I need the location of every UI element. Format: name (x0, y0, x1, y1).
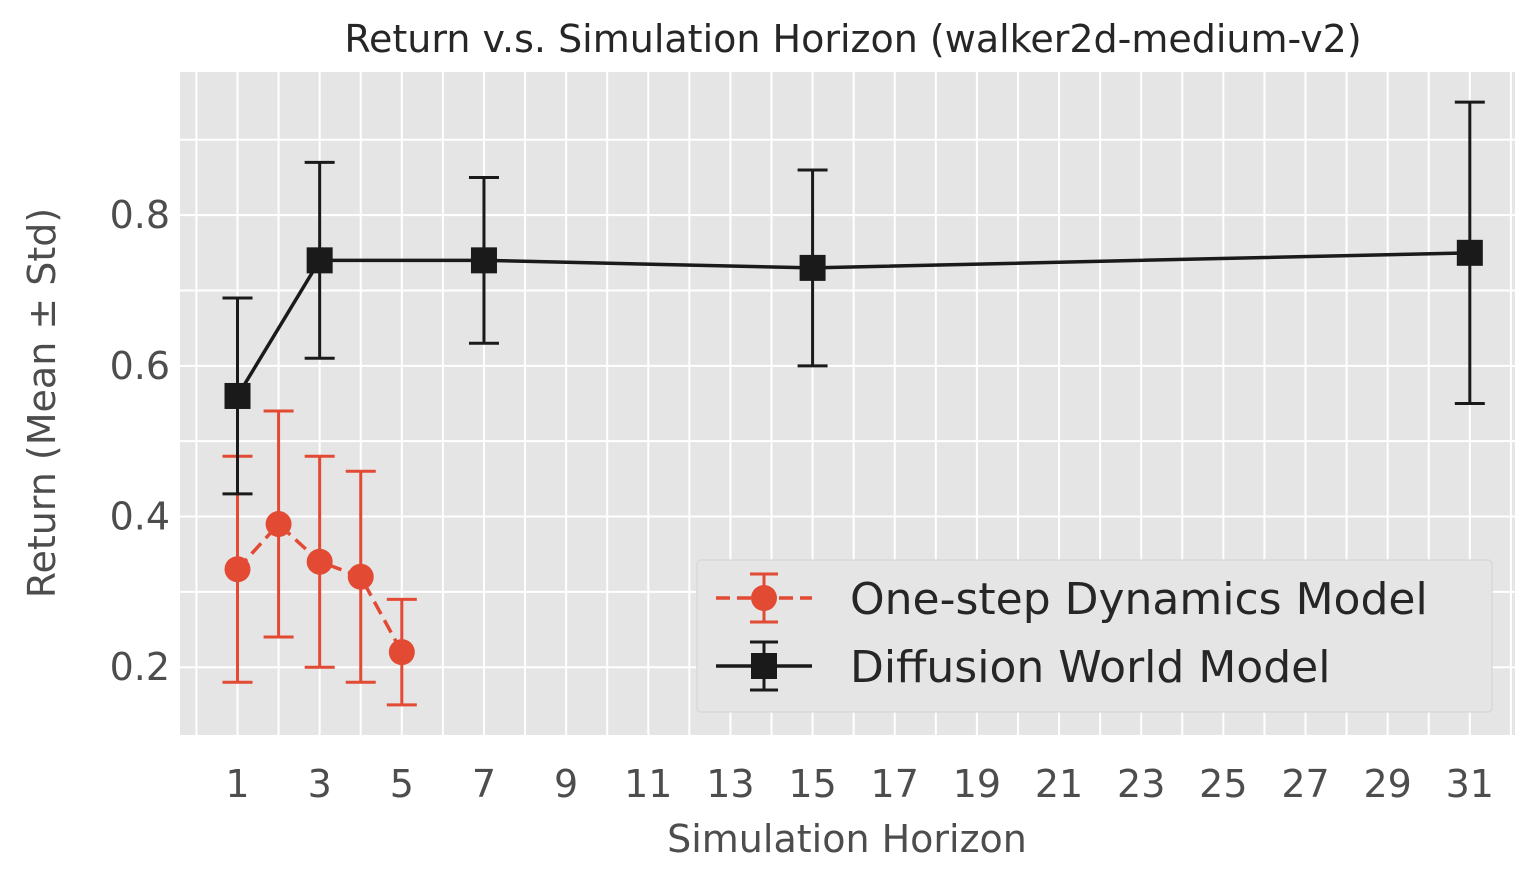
x-tick-label: 9 (554, 762, 578, 806)
data-point (347, 563, 374, 590)
x-tick-label: 13 (706, 762, 754, 806)
y-axis-label: Return (Mean ± Std) (20, 208, 64, 599)
y-tick-label: 0.8 (110, 193, 170, 237)
legend: One-step Dynamics Model Diffusion World M… (696, 559, 1493, 713)
data-point (751, 585, 777, 611)
data-point (751, 653, 777, 679)
x-tick-label: 19 (953, 762, 1001, 806)
data-point (388, 639, 415, 666)
y-tick-label: 0.6 (110, 344, 170, 388)
x-tick-label: 15 (788, 762, 836, 806)
data-point (306, 247, 333, 274)
series-diffusion-world-model (222, 100, 1485, 496)
x-tick-label: 27 (1281, 762, 1329, 806)
x-tick-label: 31 (1446, 762, 1494, 806)
x-ticks: 1 3 5 7 9 11 13 15 17 19 21 23 25 27 29 31 (225, 762, 1494, 806)
x-tick-label: 25 (1199, 762, 1247, 806)
y-tick-label: 0.4 (110, 495, 170, 539)
legend-label: One-step Dynamics Model (850, 574, 1428, 625)
legend-box (696, 559, 1493, 713)
data-point (799, 254, 826, 281)
legend-item: Diffusion World Model (716, 640, 1330, 693)
x-tick-label: 29 (1363, 762, 1411, 806)
legend-label: Diffusion World Model (850, 642, 1330, 693)
chart-title: Return v.s. Simulation Horizon (walker2d… (344, 17, 1361, 61)
legend-items: One-step Dynamics Model Diffusion World M… (716, 572, 1428, 693)
data-point (224, 382, 251, 409)
x-tick-label: 3 (308, 762, 332, 806)
series-one-step-dynamics-model (222, 409, 417, 707)
x-tick-label: 5 (390, 762, 414, 806)
y-tick-label: 0.2 (110, 645, 170, 689)
y-ticks: 0.2 0.4 0.6 0.8 (110, 193, 170, 689)
legend-item: One-step Dynamics Model (716, 572, 1428, 625)
x-tick-label: 1 (225, 762, 249, 806)
x-tick-label: 7 (472, 762, 496, 806)
series-layer (222, 100, 1485, 707)
x-axis-label: Simulation Horizon (667, 817, 1027, 861)
data-point (265, 511, 292, 538)
data-point (470, 247, 497, 274)
data-point (224, 556, 251, 583)
data-point (306, 548, 333, 575)
x-tick-label: 23 (1117, 762, 1165, 806)
x-tick-label: 17 (871, 762, 919, 806)
data-point (1456, 239, 1483, 266)
x-tick-label: 11 (624, 762, 672, 806)
x-tick-label: 21 (1035, 762, 1083, 806)
